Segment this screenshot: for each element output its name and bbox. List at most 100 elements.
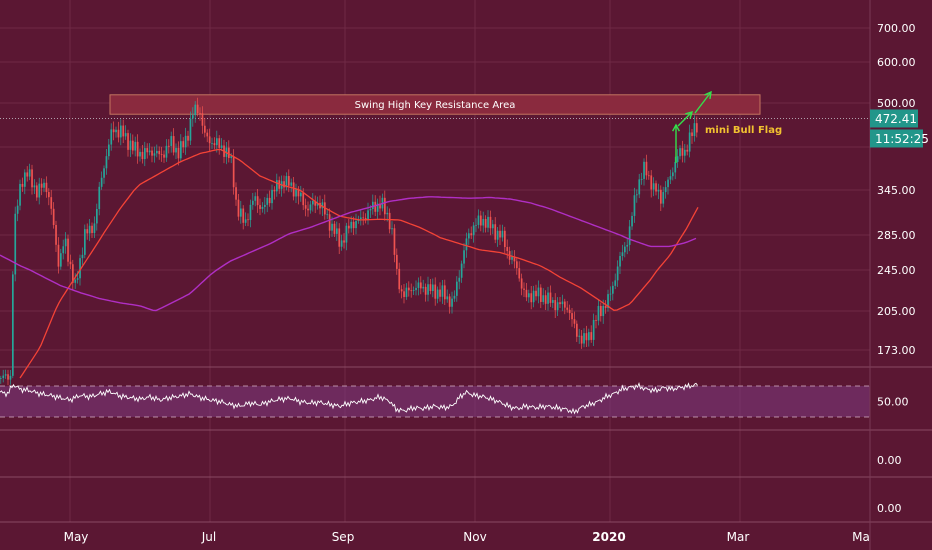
candle-body: [530, 293, 533, 303]
candle-body: [400, 289, 403, 292]
candle: [285, 172, 288, 191]
candle-body: [492, 224, 494, 229]
candle-body: [79, 258, 81, 279]
candle: [640, 172, 643, 185]
candle-body: [460, 263, 463, 278]
candle-body: [211, 143, 213, 144]
candle: [456, 276, 458, 302]
last-price-box: [870, 109, 918, 128]
candle-body: [72, 264, 74, 283]
candle: [321, 198, 324, 217]
candle-body: [144, 148, 146, 160]
candle: [448, 293, 451, 314]
candle: [525, 283, 528, 302]
countdown-box: [870, 129, 923, 148]
time-axis[interactable]: May Jul Sep Nov 2020 Mar Ma: [64, 530, 870, 544]
candle-body: [98, 186, 101, 209]
candle: [180, 134, 182, 163]
candle: [100, 171, 103, 190]
candle-body: [148, 150, 151, 153]
extra-axis[interactable]: 0.00 0.00: [877, 454, 902, 515]
candle-body: [499, 230, 501, 238]
candle-body: [177, 147, 180, 159]
candle: [288, 169, 290, 193]
candle: [436, 286, 439, 304]
candle: [48, 188, 50, 206]
candle: [84, 224, 86, 259]
candle: [268, 190, 271, 207]
candle: [112, 121, 115, 141]
candle-body: [693, 123, 696, 137]
candle-body: [568, 309, 571, 314]
candle-body: [345, 225, 348, 243]
candle-body: [194, 104, 197, 116]
candle-body: [374, 201, 377, 212]
candle: [129, 133, 132, 157]
candle: [499, 224, 501, 245]
candle-body: [612, 285, 614, 294]
candle: [492, 219, 494, 235]
candle-body: [364, 218, 367, 220]
candle-body: [501, 230, 504, 238]
countdown-value: 11:52:25: [875, 132, 929, 146]
candle: [405, 283, 408, 300]
candle-body: [578, 335, 581, 337]
candle-body: [537, 287, 540, 297]
candle-body: [571, 313, 573, 320]
candle: [283, 175, 285, 194]
candle-body: [652, 183, 655, 190]
candle-body: [105, 156, 108, 169]
candle-body: [192, 115, 194, 119]
price-axis[interactable]: 700.00 600.00 500.00 345.00 285.00 245.00 205.…: [877, 22, 916, 357]
candle-body: [254, 196, 257, 201]
candle-body: [516, 261, 518, 269]
candle-body: [220, 145, 223, 148]
candle-body: [513, 256, 516, 262]
candle-body: [405, 287, 408, 297]
candle: [60, 248, 62, 270]
candle-body: [93, 223, 96, 234]
candle-body: [506, 247, 509, 252]
candle-body: [163, 154, 165, 158]
candle: [235, 182, 237, 206]
candle-body: [69, 261, 72, 265]
candle-body: [388, 212, 391, 230]
candle: [31, 164, 33, 195]
candle: [165, 139, 168, 162]
candle: [660, 185, 662, 211]
candle: [24, 169, 26, 195]
candle-body: [451, 298, 453, 307]
candle: [81, 247, 84, 265]
candle: [600, 302, 602, 322]
candle: [417, 277, 420, 296]
candle-body: [648, 175, 650, 177]
candle-body: [132, 140, 134, 151]
candle: [451, 291, 453, 314]
candle-body: [302, 192, 305, 206]
candle: [487, 210, 489, 233]
candle-body: [583, 333, 585, 344]
candle: [259, 198, 261, 216]
candle-body: [240, 208, 242, 217]
rsi-axis[interactable]: 50.00: [877, 396, 909, 409]
candle: [120, 119, 122, 146]
candle: [520, 273, 523, 296]
candle: [132, 134, 134, 155]
candle: [592, 313, 595, 346]
candle-body: [314, 200, 317, 206]
candle: [688, 124, 691, 158]
candle: [686, 144, 689, 156]
candle-body: [535, 290, 537, 297]
candle: [290, 178, 293, 193]
candle-body: [24, 172, 26, 187]
candle-body: [326, 214, 329, 216]
candle-body: [16, 205, 19, 214]
candle: [355, 213, 357, 235]
candle: [21, 177, 24, 192]
candle: [206, 129, 209, 143]
candle: [636, 189, 638, 203]
candle-body: [158, 150, 161, 155]
candle: [595, 315, 597, 329]
candle-body: [300, 192, 302, 197]
